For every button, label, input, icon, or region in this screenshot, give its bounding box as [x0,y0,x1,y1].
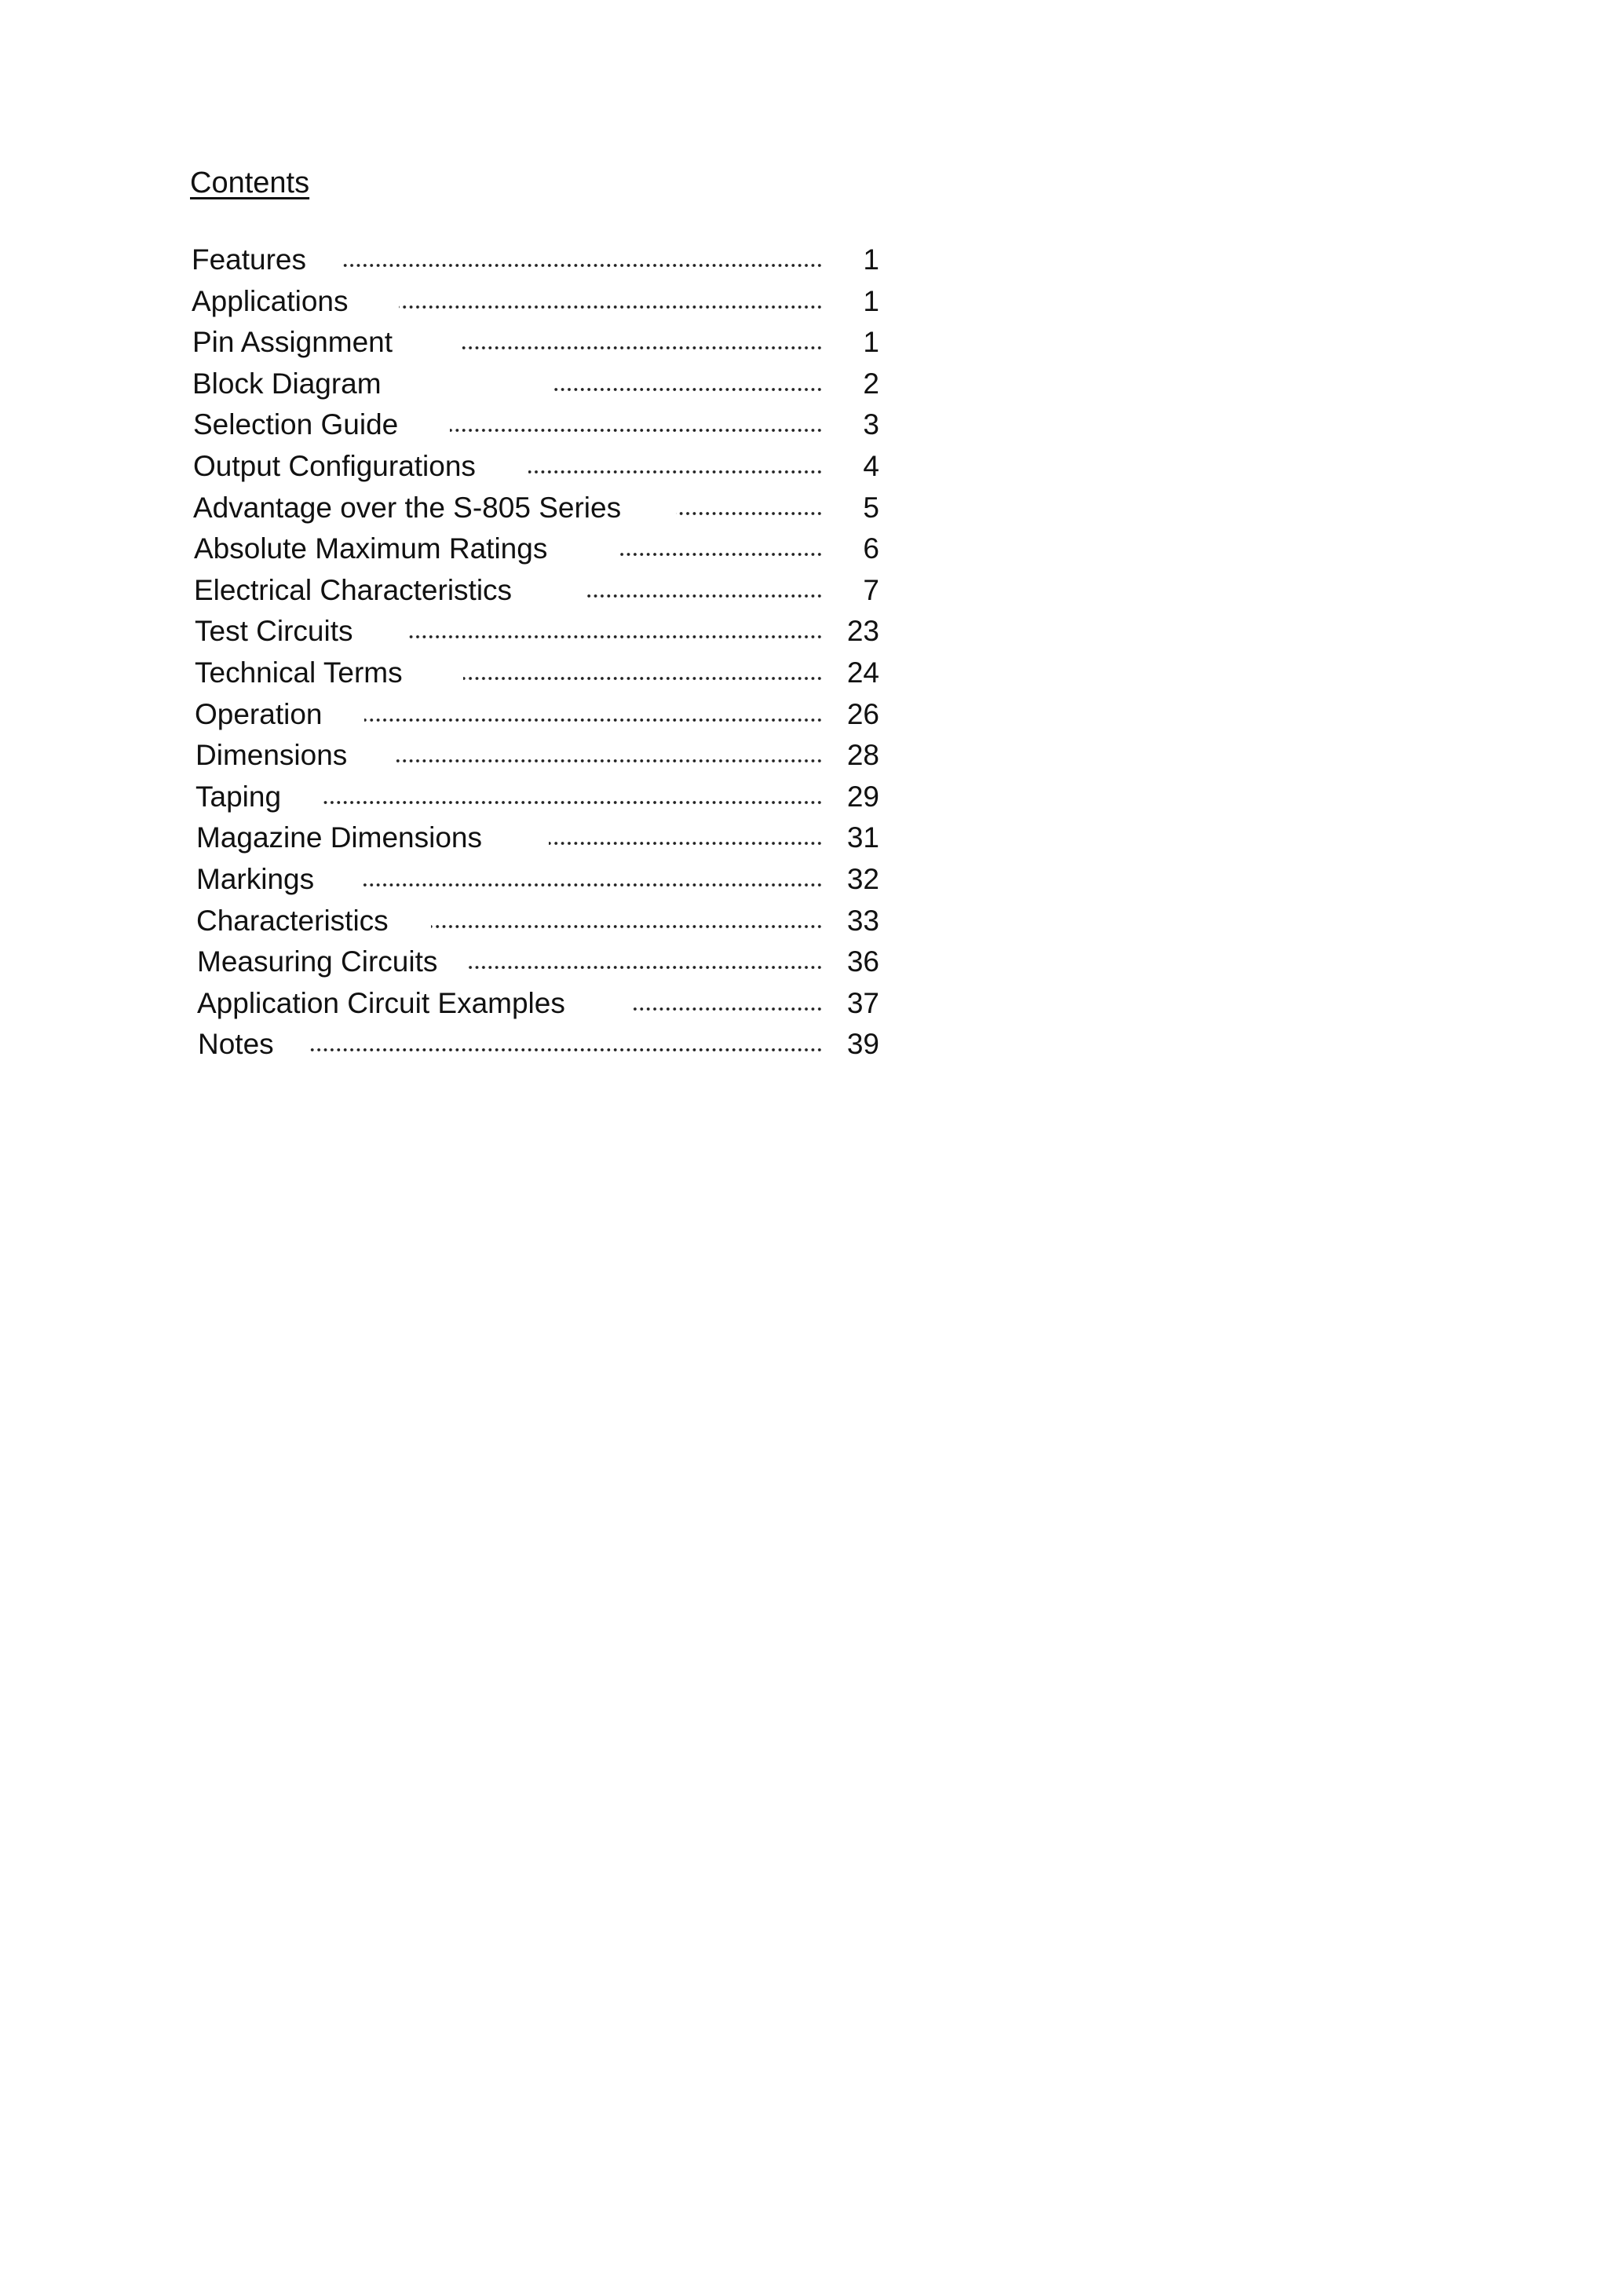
toc-entry-page: 32 [846,863,879,895]
dot-leader [584,593,823,598]
toc-entry-page: 31 [846,821,879,854]
dot-leader [549,841,823,846]
toc-entry-label: Notes [198,1028,274,1061]
toc-entry[interactable]: Notes 39 [0,1024,1622,1065]
toc-entry-label: Magazine Dimensions [196,821,483,854]
toc-entry-label: Markings [196,863,315,895]
toc-entry-label: Application Circuit Examples [197,986,565,1019]
toc-entry-label: Test Circuits [195,615,353,648]
toc-entry-label: Technical Terms [195,656,403,689]
dot-leader [461,345,823,351]
dot-leader [617,552,823,558]
toc-entry-label: Electrical Characteristics [194,573,513,606]
toc-entry-label: Block Diagram [192,367,382,400]
dot-leader [450,428,823,433]
toc-entry-page: 28 [846,739,879,772]
toc-entry-page: 23 [846,615,879,648]
toc-entry-page: 26 [846,697,879,730]
toc-entry-page: 33 [846,904,879,937]
toc-entry-label: Advantage over the S-805 Series [193,491,622,524]
toc-entry-label: Absolute Maximum Ratings [194,532,548,565]
toc-entry[interactable]: Applications 1 [0,281,1622,322]
dot-leader [399,304,823,309]
dot-leader [676,510,823,516]
dot-leader [466,965,823,971]
toc-entry-label: Applications [192,284,349,317]
toc-entry-page: 6 [863,532,879,565]
toc-entry-label: Features [192,243,307,276]
toc-entry-label: Pin Assignment [192,326,393,359]
dot-leader [630,1006,823,1011]
toc-entry-label: Measuring Circuits [197,945,438,978]
toc-entry[interactable]: Output Configurations 4 [0,446,1622,487]
dot-leader [360,883,823,887]
toc-entry-page: 3 [863,408,879,441]
dot-leader [553,386,823,392]
contents-heading: Contents [190,166,310,199]
toc-entry[interactable]: Selection Guide 3 [0,404,1622,445]
dot-leader [396,759,823,764]
toc-entry-label: Operation [195,697,323,730]
dot-leader [431,923,823,929]
toc-entry[interactable]: Dimensions 28 [0,735,1622,776]
toc-entry-page: 1 [863,284,879,317]
toc-entry[interactable]: Application Circuit Examples 37 [0,983,1622,1024]
dot-leader [342,263,823,268]
toc-entry-page: 37 [846,986,879,1019]
toc-entry-page: 2 [863,367,879,400]
dot-leader [407,634,823,640]
toc-entry-page: 1 [863,243,879,276]
toc-entry[interactable]: Characteristics 33 [0,901,1622,941]
toc-entry-label: Characteristics [196,904,389,937]
toc-entry[interactable]: Markings 32 [0,859,1622,900]
dot-leader [364,717,823,722]
toc-entry-label: Taping [195,780,282,813]
toc-entry-page: 39 [846,1028,879,1061]
toc-entry[interactable]: Test Circuits 23 [0,611,1622,652]
toc-entry-page: 24 [846,656,879,689]
toc-entry[interactable]: Measuring Circuits 36 [0,941,1622,982]
toc-entry[interactable]: Electrical Characteristics 7 [0,570,1622,611]
dot-leader [528,470,823,474]
toc-entry-page: 4 [863,450,879,482]
dot-leader [463,676,823,681]
toc-entry[interactable]: Pin Assignment 1 [0,322,1622,363]
toc-entry-page: 1 [863,326,879,359]
toc-entry[interactable]: Advantage over the S-805 Series 5 [0,488,1622,528]
toc-entry-page: 36 [846,945,879,978]
toc-entry[interactable]: Absolute Maximum Ratings 6 [0,528,1622,569]
dot-leader [310,1047,823,1053]
toc-entry-page: 29 [846,780,879,813]
toc-entry[interactable]: Block Diagram 2 [0,364,1622,404]
toc-entry-label: Output Configurations [193,450,476,482]
toc-entry-page: 7 [863,573,879,606]
toc-entry-page: 5 [863,491,879,524]
toc-entry[interactable]: Magazine Dimensions 31 [0,817,1622,858]
toc-entry[interactable]: Features 1 [0,239,1622,280]
toc-entry[interactable]: Operation 26 [0,694,1622,735]
toc-entry[interactable]: Taping 29 [0,777,1622,817]
toc-entry[interactable]: Technical Terms 24 [0,653,1622,693]
dot-leader [322,799,823,805]
toc-entry-label: Dimensions [195,739,348,772]
toc-entry-label: Selection Guide [193,408,399,441]
